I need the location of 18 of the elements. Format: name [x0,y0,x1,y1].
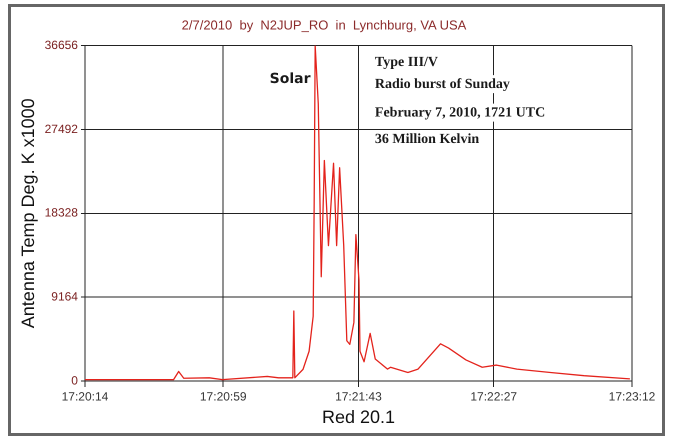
annotation: 36 Million Kelvin [374,132,480,148]
x-tick-label: 17:23:12 [608,390,656,404]
annotation: Solar [270,70,311,87]
x-tick-label: 17:22:27 [470,390,518,404]
annotation: Radio burst of Sunday [374,76,510,92]
y-tick-label: 0 [71,373,78,388]
chart-title: 2/7/2010 by N2JUP_RO in Lynchburg, VA USA [182,17,467,32]
y-tick-label: 9164 [51,289,78,304]
annotation: Type III/V [374,54,438,70]
x-tick-label: 17:20:14 [62,390,109,404]
x-tick-label: 17:21:43 [335,390,382,404]
y-tick-label: 36656 [44,38,78,52]
y-axis-title: Antenna Temp Deg. K x1000 [18,98,38,328]
annotation: February 7, 2010, 1721 UTC [374,105,546,120]
x-tick-label: 17:20:59 [200,390,247,404]
y-tick-label: 18328 [44,206,78,220]
x-axis-title: Red 20.1 [322,407,396,428]
y-tick-label: 27492 [44,122,78,136]
